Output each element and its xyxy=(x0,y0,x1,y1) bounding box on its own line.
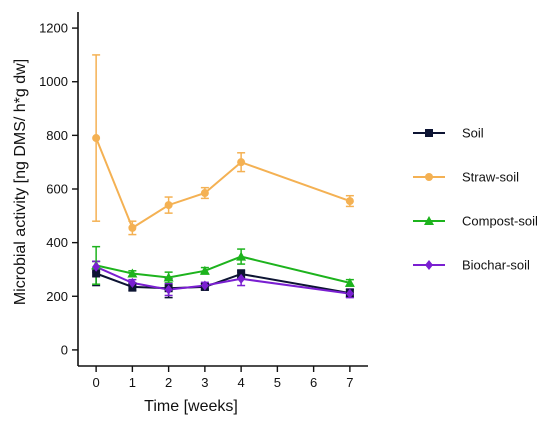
compost-soil-data-point xyxy=(163,272,174,282)
x-axis-title: Time [weeks] xyxy=(144,398,238,415)
biochar-soil-data-point xyxy=(92,261,101,272)
y-tick-label: 0 xyxy=(61,342,68,357)
biochar-soil-series-line xyxy=(95,265,351,295)
y-tick-label: 200 xyxy=(46,289,68,304)
straw-soil-series-line xyxy=(95,137,351,230)
y-tick-label: 800 xyxy=(46,128,68,143)
soil-legend-marker xyxy=(425,129,433,137)
straw-soil-legend-marker xyxy=(425,173,433,181)
straw-soil-data-point xyxy=(128,223,137,232)
y-tick-label: 1000 xyxy=(39,74,68,89)
x-tick-label: 0 xyxy=(93,375,100,390)
straw-soil-data-point xyxy=(92,134,101,143)
x-tick-label: 1 xyxy=(129,375,136,390)
x-tick-label: 4 xyxy=(238,375,245,390)
y-tick-label: 1200 xyxy=(39,21,68,36)
compost-soil-data-point xyxy=(199,265,210,275)
y-tick-label: 600 xyxy=(46,182,68,197)
x-tick-label: 3 xyxy=(201,375,208,390)
y-tick-label: 400 xyxy=(46,235,68,250)
straw-soil-data-point xyxy=(345,197,354,206)
straw-soil-data-point xyxy=(200,189,209,198)
compost-soil-legend-marker xyxy=(424,216,434,225)
biochar-soil-data-point xyxy=(237,273,246,284)
biochar-soil-data-point xyxy=(128,277,137,288)
compost-soil-data-point xyxy=(236,251,247,261)
biochar-soil-legend-label: Biochar-soil xyxy=(462,258,530,273)
x-tick-label: 5 xyxy=(274,375,281,390)
y-axis-title: Microbial activity [ng DMS/ h*g dw] xyxy=(12,59,29,305)
biochar-soil-data-point xyxy=(345,288,354,299)
x-tick-label: 6 xyxy=(310,375,317,390)
compost-soil-data-point xyxy=(344,277,355,287)
compost-soil-series-line xyxy=(95,255,351,284)
straw-soil-data-point xyxy=(164,201,173,210)
compost-soil-data-point xyxy=(127,268,138,278)
biochar-soil-data-point xyxy=(200,280,209,291)
biochar-soil-data-point xyxy=(164,284,173,295)
biochar-soil-legend-marker xyxy=(425,260,433,270)
soil-legend-label: Soil xyxy=(462,126,484,141)
x-tick-label: 7 xyxy=(346,375,353,390)
compost-soil-legend-label: Compost-soil xyxy=(462,214,538,229)
x-tick-label: 2 xyxy=(165,375,172,390)
straw-soil-data-point xyxy=(237,158,246,167)
straw-soil-legend-label: Straw-soil xyxy=(462,170,519,185)
soil-data-point xyxy=(92,269,101,278)
